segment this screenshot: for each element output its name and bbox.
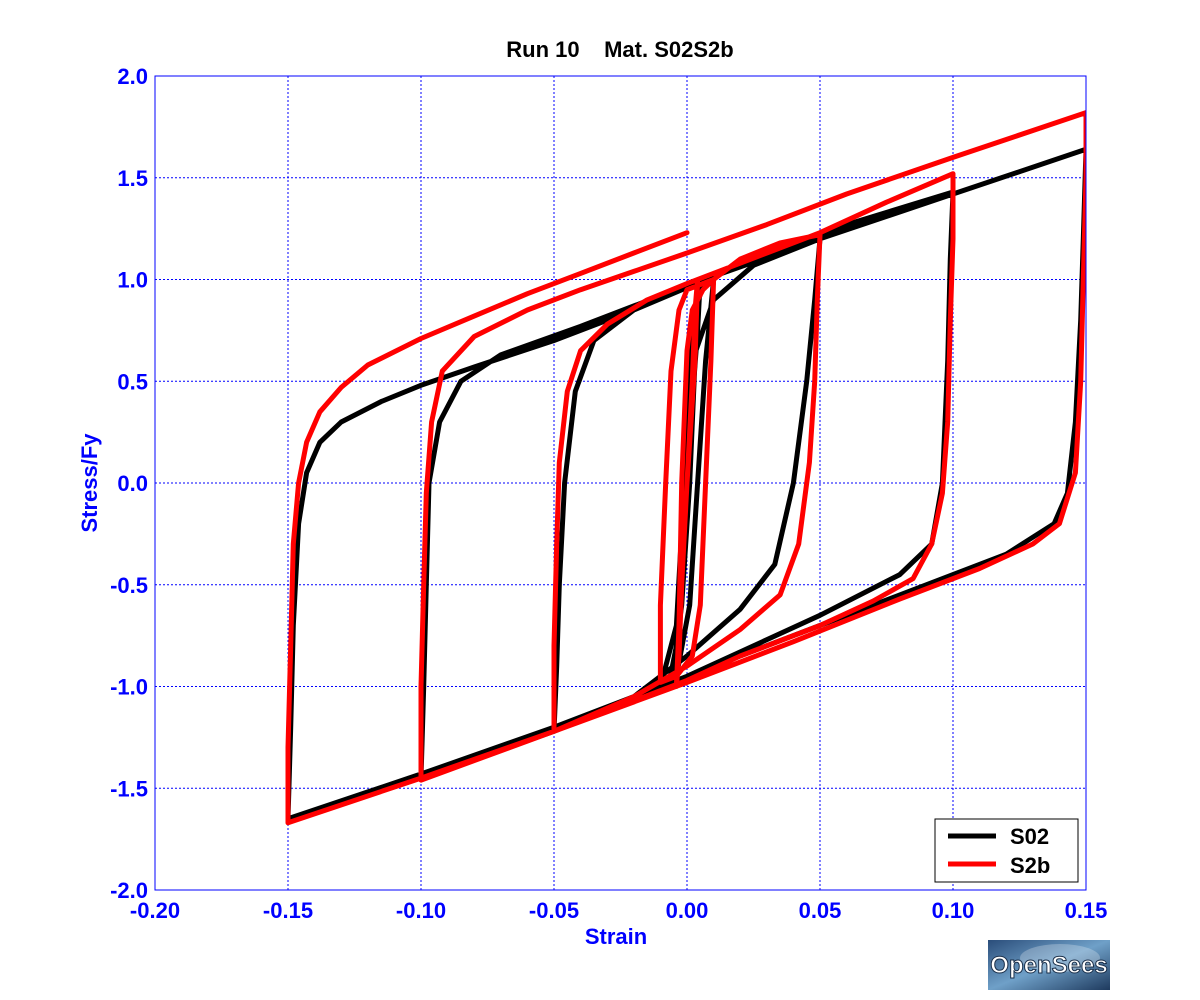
y-tick-labels: 2.0 1.5 1.0 0.5 0.0 -0.5 -1.0 -1.5 -2.0	[110, 64, 148, 903]
plot-frame	[154, 75, 1087, 891]
chart-title: Run 10 Mat. S02S2b	[506, 37, 733, 62]
y-tick-label: 1.5	[117, 166, 148, 191]
y-tick-label: -0.5	[110, 573, 148, 598]
x-tick-label: -0.10	[396, 898, 446, 923]
y-tick-label: 0.5	[117, 369, 148, 394]
legend-label-s2b: S2b	[1010, 853, 1050, 878]
y-tick-label: 0.0	[117, 471, 148, 496]
x-tick-label: 0.15	[1065, 898, 1108, 923]
grid-lines	[155, 76, 1086, 890]
x-tick-label: 0.00	[666, 898, 709, 923]
x-tick-label: -0.20	[130, 898, 180, 923]
x-tick-label: 0.05	[799, 898, 842, 923]
y-axis-label: Stress/Fy	[77, 433, 102, 533]
x-tick-label: 0.10	[932, 898, 975, 923]
y-tick-label: -2.0	[110, 878, 148, 903]
x-axis-label: Strain	[585, 924, 647, 949]
x-tick-label: -0.05	[529, 898, 579, 923]
legend: S02 S2b	[934, 818, 1079, 883]
legend-label-s02: S02	[1010, 824, 1049, 849]
y-tick-label: 2.0	[117, 64, 148, 89]
logo-text: OpenSees	[990, 952, 1107, 979]
y-tick-label: 1.0	[117, 268, 148, 293]
y-tick-label: -1.0	[110, 675, 148, 700]
logo-background	[988, 940, 1110, 990]
logo-swirl	[1020, 944, 1100, 972]
legend-box	[934, 818, 1079, 883]
y-tick-label: -1.5	[110, 776, 148, 801]
x-tick-labels: -0.20 -0.15 -0.10 -0.05 0.00 0.05 0.10 0.15	[130, 898, 1107, 923]
x-tick-label: -0.15	[263, 898, 313, 923]
series-layer	[285, 110, 1086, 826]
series-line-s2b	[285, 110, 1086, 826]
opensees-logo: OpenSees	[988, 940, 1110, 990]
